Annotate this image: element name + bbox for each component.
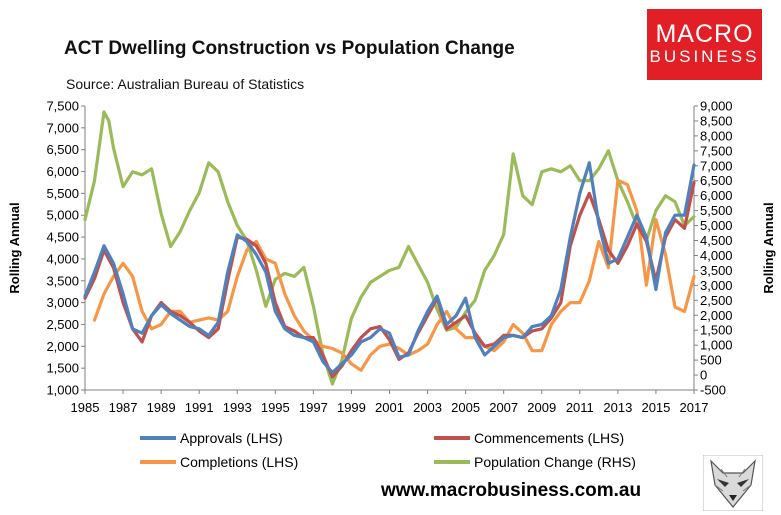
y-left-tick-label: 5,500 xyxy=(46,186,79,201)
legend-label-completions: Completions (LHS) xyxy=(180,454,298,470)
y-left-tick-label: 2,000 xyxy=(46,339,79,354)
y-right-tick-label: 2,500 xyxy=(700,293,733,308)
y-right-tick-label: 1,500 xyxy=(700,323,733,338)
x-axis-ticks: 1985 1987 1989 1991 1993 1995 1997 1999 2001 2003… xyxy=(71,390,709,415)
y-right-tick-label: 5,000 xyxy=(700,218,733,233)
x-tick-label: 2003 xyxy=(413,400,442,415)
x-tick-label: 2009 xyxy=(527,400,556,415)
x-tick-label: 2001 xyxy=(375,400,404,415)
legend-label-commencements: Commencements (LHS) xyxy=(474,430,624,446)
y-right-tick-label: 5,500 xyxy=(700,203,733,218)
y-left-tick-label: 7,000 xyxy=(46,120,79,135)
logo-line-2: BUSINESS xyxy=(649,47,760,66)
x-tick-label: 1995 xyxy=(261,400,290,415)
wolf-mascot-icon xyxy=(703,455,763,511)
y-right-tick-label: 0 xyxy=(700,368,707,383)
x-tick-label: 2013 xyxy=(603,400,632,415)
y-right-tick-label: -500 xyxy=(700,383,726,398)
y-axis-right-label: Rolling Annual xyxy=(761,202,776,293)
y-right-tick-label: 6,500 xyxy=(700,173,733,188)
y-right-tick-label: 3,500 xyxy=(700,263,733,278)
x-tick-label: 1989 xyxy=(147,400,176,415)
y-left-tick-label: 6,000 xyxy=(46,164,79,179)
y-left-tick-label: 4,000 xyxy=(46,251,79,266)
y-left-tick-label: 3,000 xyxy=(46,295,79,310)
x-tick-label: 1987 xyxy=(109,400,138,415)
x-tick-label: 2015 xyxy=(641,400,670,415)
y-right-tick-label: 1,000 xyxy=(700,338,733,353)
x-tick-label: 2017 xyxy=(680,400,709,415)
y-left-tick-label: 4,500 xyxy=(46,230,79,245)
y-axis-left-label: Rolling Annual xyxy=(7,202,22,293)
right-axis-ticks: 9,0008,5008,0007,5007,0006,5006,0005,500… xyxy=(694,99,733,398)
y-right-tick-label: 2,000 xyxy=(700,308,733,323)
y-right-tick-label: 7,000 xyxy=(700,158,733,173)
legend: Approvals (LHS) Commencements (LHS) Comp… xyxy=(140,430,636,470)
logo-line-1: MACRO xyxy=(655,20,754,48)
macrobusiness-logo: MACRO BUSINESS xyxy=(647,9,762,80)
y-left-tick-label: 2,500 xyxy=(46,317,79,332)
series-lines xyxy=(83,110,696,386)
legend-label-population: Population Change (RHS) xyxy=(474,454,636,470)
y-left-tick-label: 5,000 xyxy=(46,208,79,223)
x-tick-label: 1997 xyxy=(299,400,328,415)
y-left-tick-label: 1,000 xyxy=(46,383,79,398)
left-axis-ticks: 7,500 7,000 6,500 6,000 5,500 5,000 4,500 4,000… xyxy=(46,99,85,398)
chart-source: Source: Australian Bureau of Statistics xyxy=(66,76,305,92)
y-left-tick-label: 1,500 xyxy=(46,361,79,376)
y-right-tick-label: 500 xyxy=(700,353,722,368)
x-tick-label: 2005 xyxy=(451,400,480,415)
y-right-tick-label: 4,000 xyxy=(700,248,733,263)
y-right-tick-label: 6,000 xyxy=(700,188,733,203)
y-right-tick-label: 9,000 xyxy=(700,99,733,114)
x-tick-label: 1999 xyxy=(337,400,366,415)
y-left-tick-label: 7,500 xyxy=(46,99,79,114)
website-url: www.macrobusiness.com.au xyxy=(381,480,642,501)
x-tick-label: 1991 xyxy=(185,400,214,415)
y-right-tick-label: 8,000 xyxy=(700,128,733,143)
x-tick-label: 1985 xyxy=(71,400,100,415)
x-tick-label: 2011 xyxy=(566,400,594,415)
y-left-tick-label: 6,500 xyxy=(46,142,79,157)
legend-label-approvals: Approvals (LHS) xyxy=(180,430,283,446)
y-right-tick-label: 7,500 xyxy=(700,143,733,158)
series-line-approvals xyxy=(83,161,696,375)
y-right-tick-label: 4,500 xyxy=(700,233,733,248)
series-line-commencements xyxy=(83,180,696,379)
y-right-tick-label: 8,500 xyxy=(700,113,733,128)
y-right-tick-label: 3,000 xyxy=(700,278,733,293)
x-tick-label: 1993 xyxy=(223,400,252,415)
y-left-tick-label: 3,500 xyxy=(46,273,79,288)
x-tick-label: 2007 xyxy=(489,400,518,415)
chart-title: ACT Dwelling Construction vs Population … xyxy=(64,38,515,59)
